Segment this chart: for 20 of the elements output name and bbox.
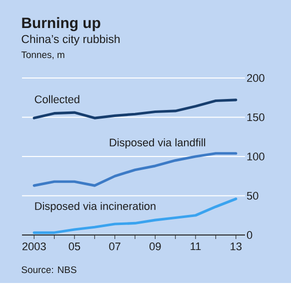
x-tick-label: 11 — [190, 242, 201, 250]
line-series — [32, 198, 238, 234]
x-tick-label: 2003 — [22, 242, 46, 250]
series-label: Collected — [34, 95, 80, 104]
series-label: Disposed via landfill — [110, 138, 206, 149]
x-tick-label: 09 — [150, 242, 161, 250]
y-tick-label: 100 — [247, 152, 264, 160]
y-tick-label: 0 — [246, 231, 252, 239]
x-tick-label: 07 — [109, 242, 120, 250]
series-label: Disposed via incineration — [35, 202, 156, 212]
x-tick-label: 13 — [230, 242, 242, 250]
y-tick-label: 150 — [247, 113, 264, 122]
text: Tonnes, m — [21, 51, 64, 60]
chart-title: Burning up — [22, 17, 100, 32]
x-tick-label: 05 — [68, 242, 80, 250]
source-note: Source: NBS — [22, 266, 76, 274]
chart-subtitle: China’s city rubbish — [22, 34, 120, 46]
y-tick-label: 200 — [247, 74, 264, 82]
y-tick-label: 50 — [246, 192, 258, 200]
line-series — [32, 152, 238, 187]
